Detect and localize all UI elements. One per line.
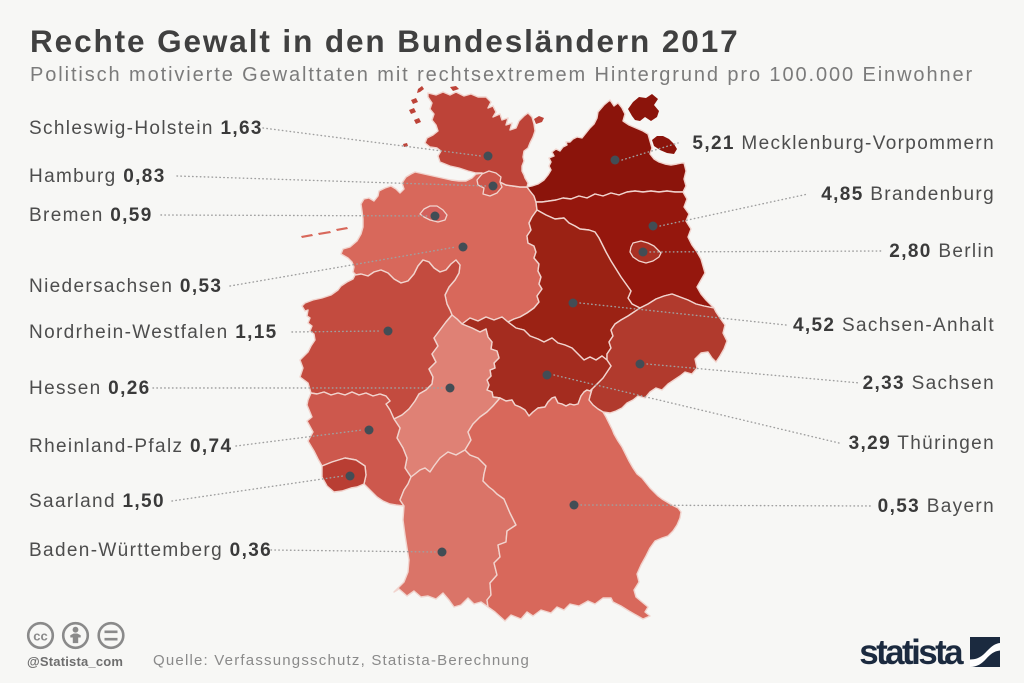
svg-text:statista: statista xyxy=(859,633,964,672)
svg-text:3,29 Thüringen: 3,29 Thüringen xyxy=(849,433,995,454)
svg-text:0,53 Bayern: 0,53 Bayern xyxy=(878,496,995,517)
svg-text:5,21 Mecklenburg-Vorpommern: 5,21 Mecklenburg-Vorpommern xyxy=(692,133,995,154)
svg-text:@Statista_com: @Statista_com xyxy=(27,654,123,669)
svg-text:Niedersachsen 0,53: Niedersachsen 0,53 xyxy=(29,276,222,297)
svg-text:Saarland 1,50: Saarland 1,50 xyxy=(29,491,165,512)
svg-text:cc: cc xyxy=(33,629,47,644)
svg-text:Politisch motivierte Gewalttat: Politisch motivierte Gewalttaten mit rec… xyxy=(30,64,974,86)
svg-text:2,80 Berlin: 2,80 Berlin xyxy=(889,241,995,262)
svg-text:4,85 Brandenburg: 4,85 Brandenburg xyxy=(821,184,995,205)
svg-text:4,52 Sachsen-Anhalt: 4,52 Sachsen-Anhalt xyxy=(793,315,995,336)
svg-text:Rheinland-Pfalz 0,74: Rheinland-Pfalz 0,74 xyxy=(29,436,232,457)
svg-text:Hamburg 0,83: Hamburg 0,83 xyxy=(29,166,166,187)
svg-text:2,33 Sachsen: 2,33 Sachsen xyxy=(863,373,995,394)
svg-text:Baden-Württemberg 0,36: Baden-Württemberg 0,36 xyxy=(29,540,272,561)
svg-text:Rechte Gewalt in den Bundeslän: Rechte Gewalt in den Bundesländern 2017 xyxy=(30,23,740,59)
svg-text:Hessen 0,26: Hessen 0,26 xyxy=(29,378,151,399)
svg-text:Nordrhein-Westfalen 1,15: Nordrhein-Westfalen 1,15 xyxy=(29,322,278,343)
svg-text:Schleswig-Holstein 1,63: Schleswig-Holstein 1,63 xyxy=(29,118,263,139)
svg-text:Quelle: Verfassungsschutz, Sta: Quelle: Verfassungsschutz, Statista-Bere… xyxy=(153,652,530,669)
svg-text:Bremen 0,59: Bremen 0,59 xyxy=(29,205,153,226)
